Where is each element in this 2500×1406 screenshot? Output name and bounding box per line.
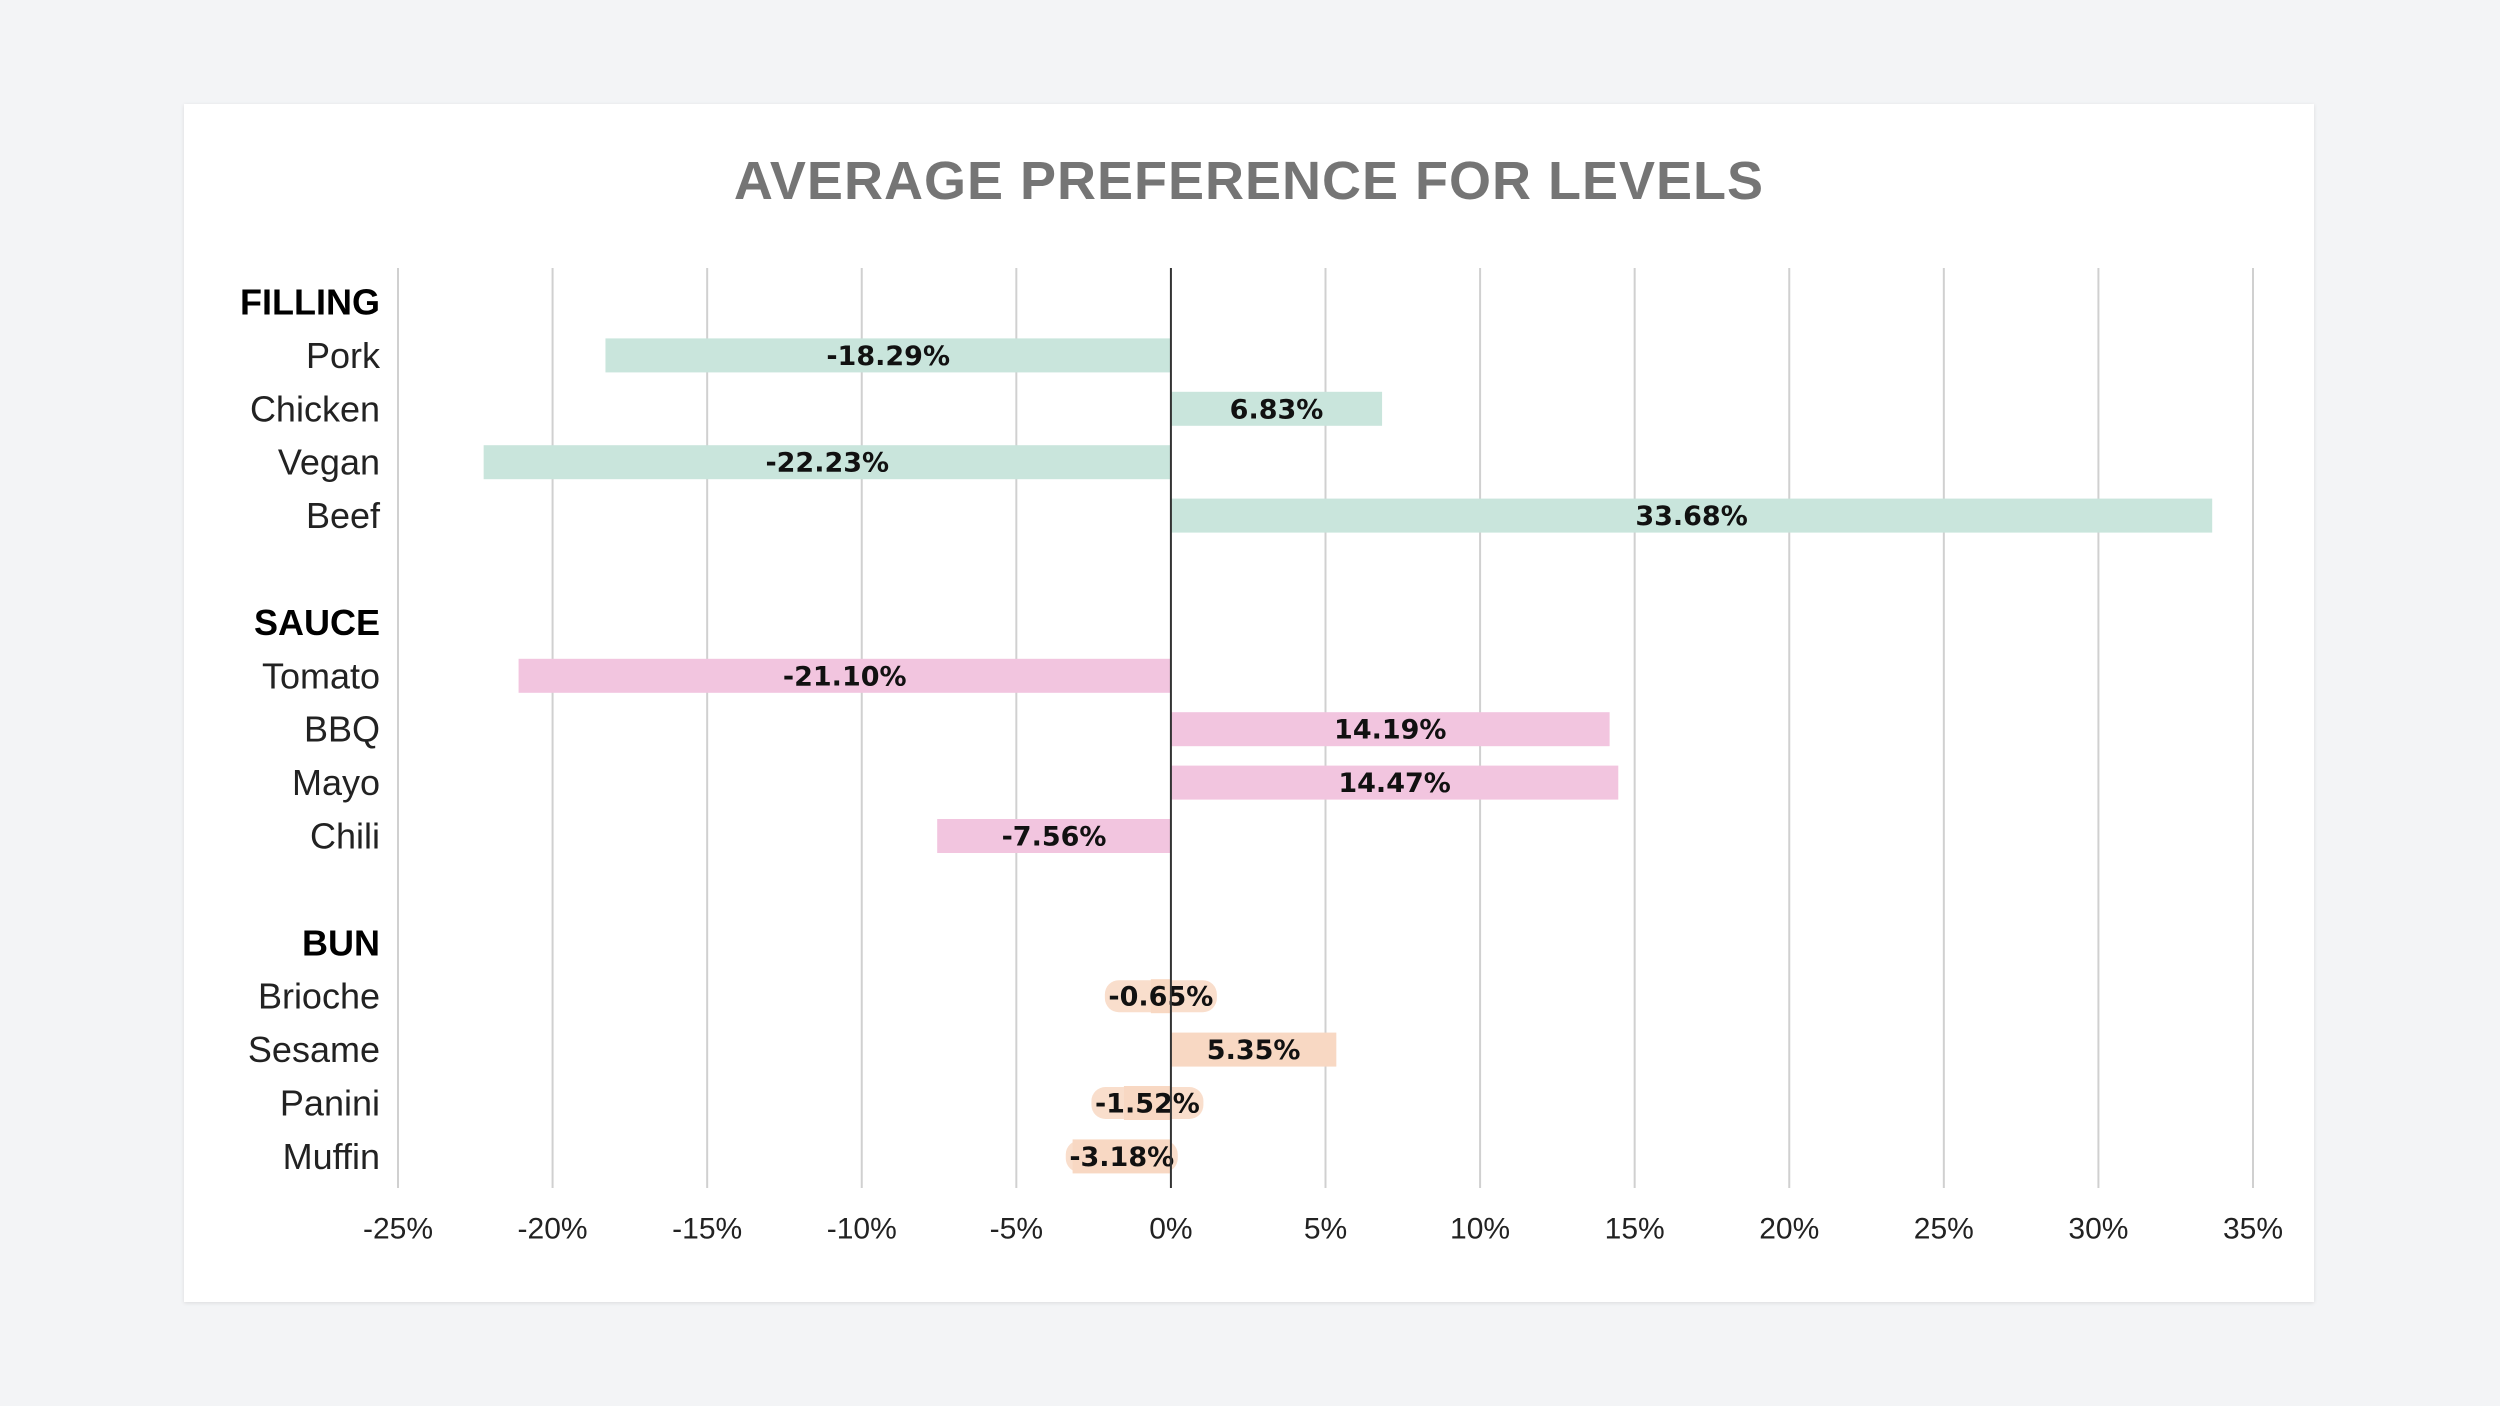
data-label: -0.65% (1108, 982, 1213, 1013)
data-label: -1.52% (1095, 1089, 1200, 1120)
data-label: 6.83% (1230, 394, 1324, 425)
chart-card: AVERAGE PREFERENCE FOR LEVELS FILLING Por… (184, 104, 2314, 1302)
x-tick-label: -25% (363, 1213, 433, 1246)
x-tick-label: 20% (1759, 1213, 1819, 1246)
bar (483, 445, 1171, 480)
category-label: BBQ (304, 709, 380, 750)
x-tick-label: -20% (518, 1213, 588, 1246)
category-label: Vegan (278, 442, 380, 483)
category-label: Brioche (258, 976, 380, 1017)
x-tick-label: 15% (1605, 1213, 1665, 1246)
chart-title: AVERAGE PREFERENCE FOR LEVELS (733, 151, 1765, 211)
group-label: BUN (302, 922, 380, 963)
data-label: -18.29% (826, 341, 950, 372)
bar (1170, 1032, 1337, 1067)
data-label: -22.23% (765, 448, 889, 479)
data-label: 5.35% (1207, 1035, 1301, 1066)
category-label: Sesame (248, 1029, 380, 1070)
data-label: 14.19% (1334, 715, 1446, 746)
x-tick-label: -5% (990, 1213, 1043, 1246)
x-tick-label: 5% (1304, 1213, 1347, 1246)
group-label: FILLING (240, 282, 380, 323)
data-label: 14.47% (1338, 768, 1450, 799)
x-tick-label: -10% (827, 1213, 897, 1246)
data-label-backdrop (1091, 1087, 1204, 1119)
x-tick-label: 10% (1450, 1213, 1510, 1246)
data-label: -21.10% (783, 661, 907, 692)
data-label: -7.56% (1002, 822, 1107, 853)
x-tick-label: -15% (672, 1213, 742, 1246)
category-label: Mayo (292, 762, 380, 803)
x-tick-label: 25% (1914, 1213, 1974, 1246)
category-label: Tomato (262, 655, 380, 696)
bar (937, 819, 1171, 853)
bar (1170, 391, 1383, 426)
category-label: Pork (306, 335, 381, 376)
x-tick-label: 0% (1149, 1213, 1192, 1246)
bar (518, 658, 1171, 693)
group-label: SAUCE (254, 602, 380, 643)
x-tick-label: 35% (2223, 1213, 2283, 1246)
data-label-backdrop (1104, 980, 1217, 1013)
data-label: 33.68% (1635, 501, 1747, 532)
category-label: Chicken (250, 388, 380, 429)
bar (1170, 498, 2213, 533)
category-label: Chili (310, 816, 380, 857)
category-label: Beef (306, 495, 381, 536)
x-tick-label: 30% (2068, 1213, 2128, 1246)
category-label: Muffin (283, 1136, 380, 1177)
data-label: -3.18% (1069, 1142, 1174, 1173)
bar (1170, 765, 1619, 800)
bar-chart: FILLING Pork -18.29% Chicken 6.83% Vegan -22.2… (240, 268, 2283, 1246)
bar (605, 338, 1171, 373)
category-label: Panini (280, 1083, 380, 1124)
data-label-backdrop (1065, 1140, 1178, 1173)
bar (1170, 712, 1610, 747)
